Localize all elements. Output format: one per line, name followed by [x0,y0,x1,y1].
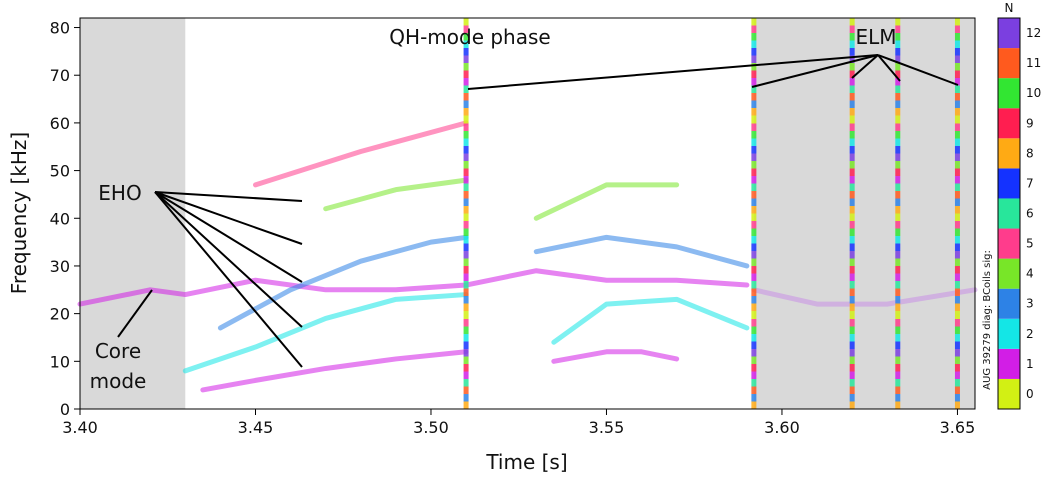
colorbar-cell [998,48,1020,79]
mode-trace [217,234,469,331]
colorbar-cell [998,288,1020,319]
mode-trace [252,120,469,188]
colorbar-cell [998,198,1020,229]
mode-trace [182,292,469,374]
colorbar-label: 12 [1026,26,1041,40]
colorbar-label: 7 [1026,176,1034,190]
colorbar-cell [998,78,1020,109]
colorbar-cell [998,258,1020,289]
y-tick-label: 30 [50,257,70,276]
annotation: EHO [98,181,141,205]
elm-stripe [895,18,901,409]
colorbar-label: 11 [1026,56,1041,70]
colorbar-frame [997,17,1021,410]
y-tick-label: 10 [50,352,70,371]
y-tick-label: 60 [50,114,70,133]
elm-stripe [751,18,757,409]
y-tick-label: 50 [50,162,70,181]
colorbar-cell [998,108,1020,139]
colorbar-label: 0 [1026,387,1034,401]
colorbar-label: 8 [1026,146,1034,160]
pointers [117,54,959,368]
x-tick-label: 3.50 [413,418,449,437]
colorbar-label: 4 [1026,267,1034,281]
elm-stripe [849,18,855,409]
y-tick-label: 20 [50,305,70,324]
colorbar-cell [998,348,1020,379]
y-tick-label: 0 [60,400,70,419]
x-tick-label: 3.65 [940,418,976,437]
mode-trace [533,182,680,221]
colorbar-cell [998,318,1020,349]
y-axis-label: Frequency [kHz] [7,132,31,294]
colorbar-cell [998,18,1020,49]
colorbar-label: 5 [1026,237,1034,251]
x-tick-label: 3.55 [589,418,625,437]
annotation: QH-mode phase [389,25,550,49]
x-tick-label: 3.45 [238,418,274,437]
colorbar-label: 6 [1026,207,1034,221]
elm-stripe [463,18,469,409]
x-tick-label: 3.40 [62,418,98,437]
colorbar-cell [998,378,1020,409]
annotation: mode [90,369,147,393]
mode-trace [533,234,750,269]
colorbar-cell [998,168,1020,199]
shaded-region [753,18,975,409]
annotation: ELM [855,25,896,49]
y-tick-label: 40 [50,209,70,228]
colorbar-label: 10 [1026,86,1041,100]
mode-trace [77,268,750,307]
x-axis-label: Time [s] [485,450,567,474]
mode-trace [200,349,469,393]
colorbar-cell [998,228,1020,259]
colorbar-label: 3 [1026,297,1034,311]
elm-stripe [954,18,960,409]
colorbar-label: 2 [1026,327,1034,341]
mode-trace [551,349,680,364]
x-tick-label: 3.60 [764,418,800,437]
shaded-region [80,18,186,409]
mode-trace [551,296,750,345]
y-tick-label: 80 [50,19,70,38]
colorbar-title: N [1005,1,1014,15]
plot-frame [79,17,976,410]
mode-trace [323,177,469,212]
colorbar-side-label: AUG 39279 diag: BCoils sig: [982,250,993,390]
colorbar-cell [998,138,1020,169]
annotation: Core [95,339,141,363]
colorbar-label: 1 [1026,357,1034,371]
y-tick-label: 70 [50,66,70,85]
colorbar-label: 9 [1026,116,1034,130]
